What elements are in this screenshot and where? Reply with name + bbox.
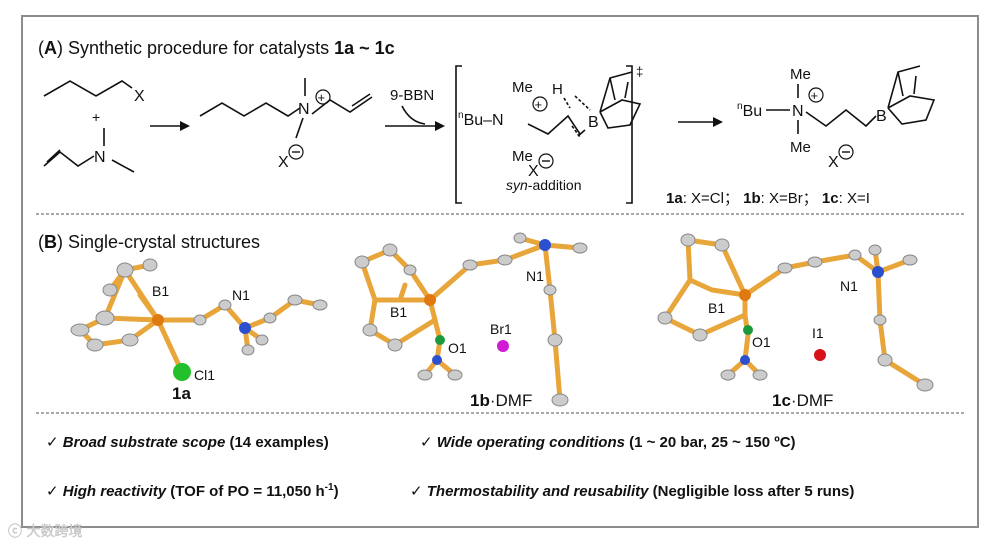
feature-reactivity: ✓ High reactivity (TOF of PO = 11,050 h-… <box>46 482 339 500</box>
svg-text:I1: I1 <box>812 325 824 341</box>
svg-text:B: B <box>588 114 599 131</box>
svg-text:+: + <box>535 97 543 112</box>
reagent-curve <box>401 105 426 125</box>
panel-a-title: (A) Synthetic procedure for catalysts 1a… <box>38 38 395 58</box>
svg-text:X: X <box>528 163 539 180</box>
feature-operating-conditions: ✓ Wide operating conditions (1 ~ 20 bar,… <box>420 434 796 451</box>
svg-text:‡: ‡ <box>636 64 643 79</box>
svg-text:B: B <box>876 108 887 125</box>
svg-text:B1: B1 <box>708 300 725 316</box>
svg-text:B1: B1 <box>152 283 169 299</box>
svg-text:N: N <box>792 103 804 120</box>
svg-text:+: + <box>811 88 819 103</box>
svg-text:+: + <box>318 90 326 105</box>
svg-text:Me: Me <box>790 139 811 156</box>
svg-text:O1: O1 <box>752 334 771 350</box>
svg-text:B1: B1 <box>390 304 407 320</box>
arrow-head-icon <box>180 121 190 131</box>
svg-text:Cl1: Cl1 <box>194 367 215 383</box>
allyl-dimethylamine-structure: N <box>43 128 135 173</box>
svg-text:Me: Me <box>512 79 533 96</box>
svg-text:N1: N1 <box>840 278 858 294</box>
feature-substrate-scope: ✓ Broad substrate scope (14 examples) <box>46 434 329 451</box>
arrow-head-icon <box>435 121 445 131</box>
catalyst-labels: 1a: X=Cl； 1b: X=Br； 1c: X=I <box>666 190 870 207</box>
svg-text:syn-addition: syn-addition <box>506 177 582 193</box>
svg-text:H: H <box>552 81 563 98</box>
svg-text:Me: Me <box>512 148 533 165</box>
panel-b-title: (B) Single-crystal structures <box>38 232 260 252</box>
product-structure: nBu N Me Me + B X <box>737 65 936 171</box>
svg-text:nBu–N: nBu–N <box>458 110 504 129</box>
svg-text:X: X <box>828 154 839 171</box>
crystal-structure-1c: B1 O1 I1 N1 1c·DMF <box>657 233 934 410</box>
feature-thermostability: ✓ Thermostability and reusability (Negli… <box>410 483 854 500</box>
allyl-ammonium-structure: N + X <box>199 78 373 171</box>
transition-state-structure: ‡ nBu–N Me Me + H B X syn-addition <box>455 64 643 204</box>
crystal-structure-1a: B1 N1 Cl1 1a <box>70 258 328 403</box>
svg-text:X: X <box>134 88 145 105</box>
crystal-structure-1b: B1 O1 Br1 N1 1b·DMF <box>354 232 588 410</box>
svg-text:nBu: nBu <box>737 101 762 120</box>
svg-text:N: N <box>94 149 106 166</box>
svg-text:1c·DMF: 1c·DMF <box>772 391 833 410</box>
butyl-halide-structure: X <box>43 80 145 105</box>
svg-text:X: X <box>278 154 289 171</box>
svg-text:Me: Me <box>790 66 811 83</box>
svg-text:Br1: Br1 <box>490 321 512 337</box>
watermark: ⓒ 大数跨境 <box>8 524 82 540</box>
reagent-9bbn-label: 9-BBN <box>390 87 434 104</box>
svg-text:N1: N1 <box>526 268 544 284</box>
svg-text:N1: N1 <box>232 287 250 303</box>
svg-text:O1: O1 <box>448 340 467 356</box>
arrow-head-icon <box>713 117 723 127</box>
svg-text:N: N <box>298 101 310 118</box>
plus-sign: + <box>92 109 100 125</box>
svg-text:1a: 1a <box>172 384 191 403</box>
svg-text:1b·DMF: 1b·DMF <box>470 391 532 410</box>
